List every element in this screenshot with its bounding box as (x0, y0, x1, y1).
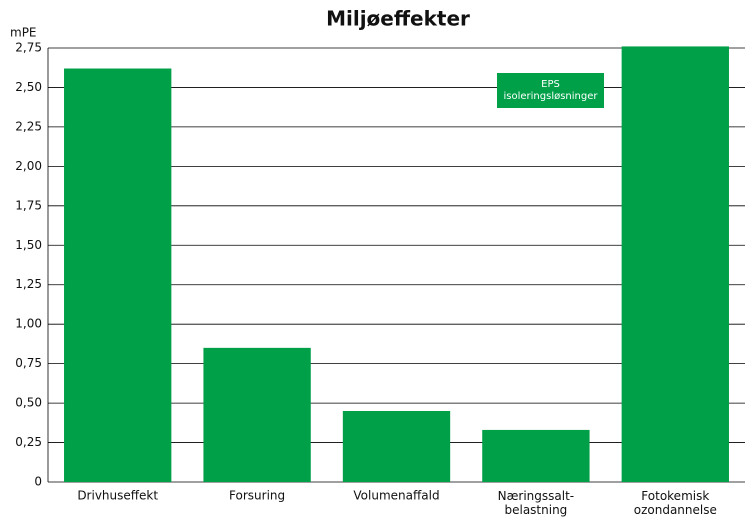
y-tick-label: 0,25 (15, 435, 42, 449)
bar (621, 46, 729, 483)
y-tick-label: 1,75 (15, 198, 42, 212)
y-tick-label: 2,75 (15, 41, 42, 55)
y-tick-label: 2,25 (15, 119, 42, 133)
y-tick-label: 0 (34, 475, 42, 489)
y-tick-label: 1,50 (15, 238, 42, 252)
x-tick-label: Volumenaffald (353, 489, 439, 503)
y-tick-label: 1,25 (15, 277, 42, 291)
bar (482, 429, 590, 482)
bar (203, 347, 311, 482)
bar (64, 68, 172, 483)
y-tick-label: 0,75 (15, 356, 42, 370)
y-tick-label: 1,00 (15, 317, 42, 331)
y-tick-label: 2,50 (15, 80, 42, 94)
x-tick-label: Næringssalt-belastning (498, 489, 574, 517)
y-tick-label: 0,50 (15, 396, 42, 410)
y-tick-label: 2,00 (15, 159, 42, 173)
x-tick-label: Drivhuseffekt (77, 489, 158, 503)
legend-box (497, 73, 604, 108)
legend-label: EPS isoleringsløsninger (504, 79, 599, 102)
y-axis-label: mPE (10, 26, 37, 40)
x-tick-label: Forsuring (229, 489, 285, 503)
chart-title: Miljøeffekter (326, 7, 470, 31)
x-tick-label: Fotokemisk ozondannelse (634, 489, 717, 517)
bar (342, 410, 451, 482)
